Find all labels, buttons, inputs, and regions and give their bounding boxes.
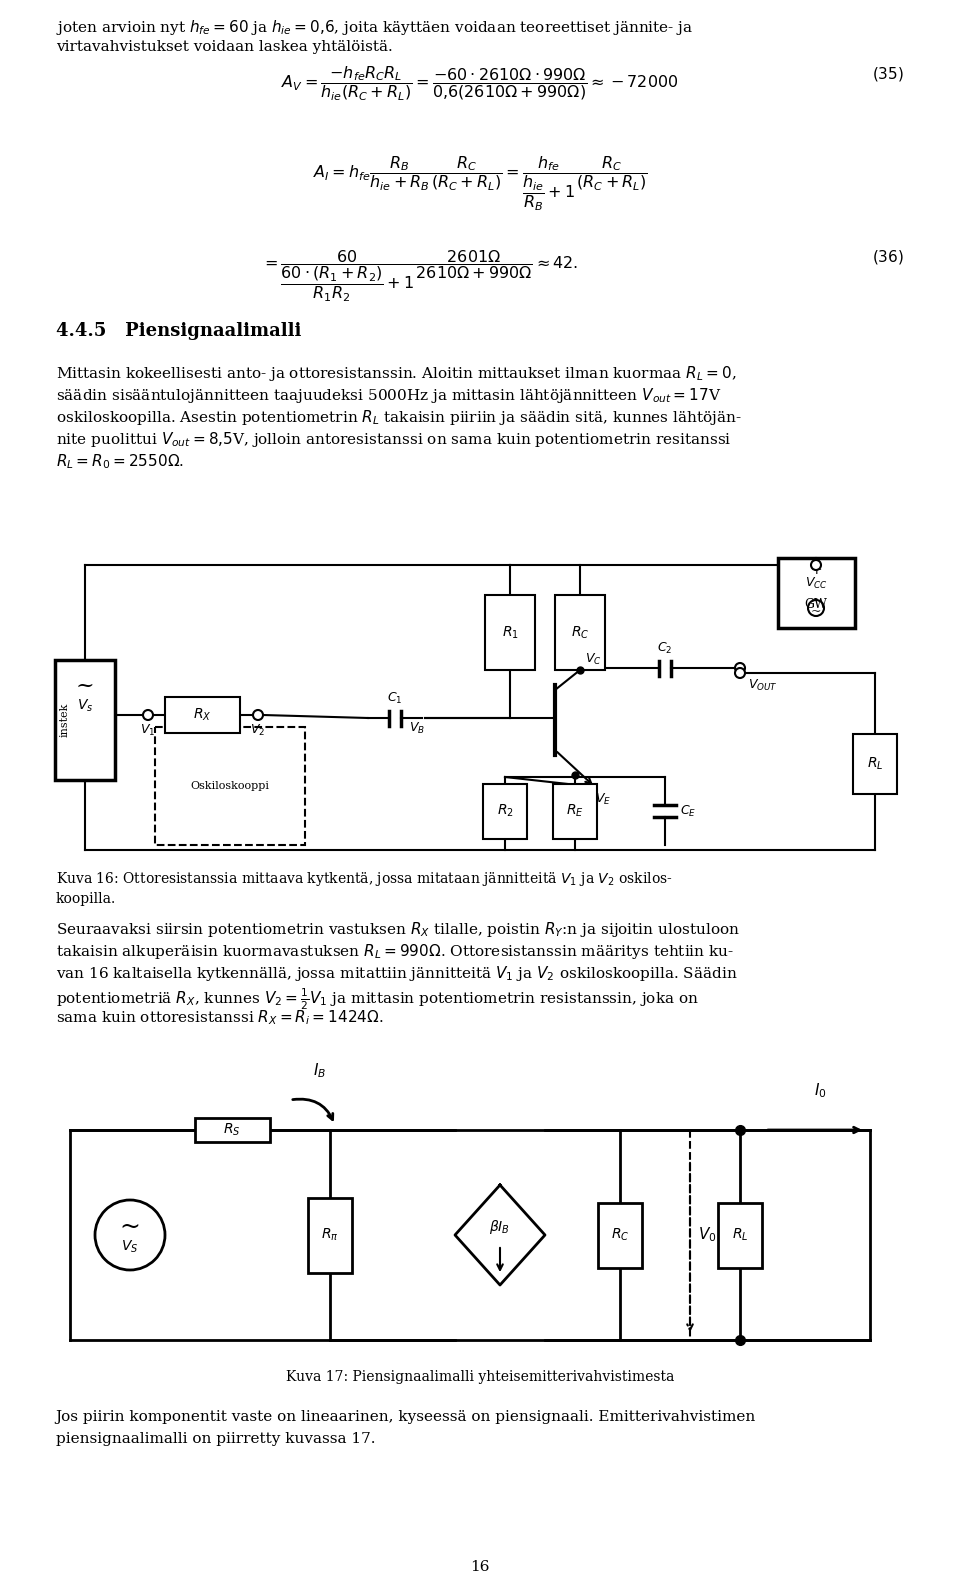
Text: $V_C$: $V_C$ — [585, 651, 602, 667]
Circle shape — [143, 710, 153, 720]
Text: $I_0$: $I_0$ — [814, 1081, 827, 1100]
Text: Oskiloskooppi: Oskiloskooppi — [190, 782, 270, 791]
Text: Mittasin kokeellisesti anto- ja ottoresistanssin. Aloitin mittaukset ilman kuorm: Mittasin kokeellisesti anto- ja ottoresi… — [56, 364, 736, 383]
Text: $I_B$: $I_B$ — [313, 1061, 326, 1081]
Text: $R_X$: $R_X$ — [193, 707, 211, 723]
Polygon shape — [455, 1185, 545, 1286]
Text: nite puolittui $V_{out} = 8{,}5$V, jolloin antoresistanssi on sama kuin potentio: nite puolittui $V_{out} = 8{,}5$V, jollo… — [56, 431, 732, 450]
Text: $V_{CC}$: $V_{CC}$ — [804, 575, 828, 591]
Text: potentiometriä $R_X$, kunnes $V_2 = \frac{1}{2}V_1$ ja mittasin potentiometrin r: potentiometriä $R_X$, kunnes $V_2 = \fra… — [56, 987, 699, 1012]
Text: $R_\pi$: $R_\pi$ — [322, 1227, 339, 1243]
FancyBboxPatch shape — [718, 1203, 762, 1268]
Circle shape — [812, 561, 820, 569]
FancyBboxPatch shape — [195, 1119, 270, 1142]
Circle shape — [735, 667, 745, 679]
FancyBboxPatch shape — [308, 1198, 352, 1273]
FancyBboxPatch shape — [165, 698, 240, 733]
Text: $A_I = h_{fe} \dfrac{R_B}{h_{ie} + R_B} \dfrac{R_C}{(R_C + R_L)} = \dfrac{h_{fe}: $A_I = h_{fe} \dfrac{R_B}{h_{ie} + R_B} … — [313, 156, 647, 213]
FancyBboxPatch shape — [55, 659, 115, 780]
Text: $R_E$: $R_E$ — [566, 802, 584, 820]
Text: $R_1$: $R_1$ — [501, 624, 518, 640]
Text: virtavahvistukset voidaan laskea yhtälöistä.: virtavahvistukset voidaan laskea yhtälöi… — [56, 40, 393, 54]
FancyBboxPatch shape — [598, 1203, 642, 1268]
Text: joten arvioin nyt $h_{fe} = 60$ ja $h_{ie} = 0{,}6$, joita käyttäen voidaan teor: joten arvioin nyt $h_{fe} = 60$ ja $h_{i… — [56, 17, 693, 37]
Text: $R_2$: $R_2$ — [496, 802, 514, 820]
Text: $C_2$: $C_2$ — [658, 640, 673, 656]
Text: instek: instek — [60, 702, 70, 737]
Text: $V_2$: $V_2$ — [251, 723, 266, 739]
Circle shape — [253, 710, 263, 720]
Text: koopilla.: koopilla. — [56, 891, 116, 906]
Text: van 16 kaltaisella kytkennällä, jossa mitattiin jännitteitä $V_1$ ja $V_2$ oskil: van 16 kaltaisella kytkennällä, jossa mi… — [56, 965, 737, 984]
Text: GW: GW — [804, 597, 828, 612]
Text: säädin sisääntulojännitteen taajuudeksi 5000Hz ja mittasin lähtöjännitteen $V_{o: säädin sisääntulojännitteen taajuudeksi … — [56, 386, 721, 405]
Text: $R_C$: $R_C$ — [611, 1227, 629, 1243]
Text: $R_C$: $R_C$ — [571, 624, 589, 640]
Text: 16: 16 — [470, 1560, 490, 1575]
Text: takaisin alkuperäisin kuormavastuksen $R_L = 990\Omega$. Ottoresistanssin määrit: takaisin alkuperäisin kuormavastuksen $R… — [56, 942, 733, 961]
Text: Jos piirin komponentit vaste on lineaarinen, kyseessä on piensignaali. Emitteriv: Jos piirin komponentit vaste on lineaari… — [56, 1409, 756, 1424]
Text: $R_L = R_0 = 2550\Omega$.: $R_L = R_0 = 2550\Omega$. — [56, 451, 183, 470]
Text: ~: ~ — [120, 1216, 140, 1238]
FancyBboxPatch shape — [555, 594, 605, 671]
Text: $V_{OUT}$: $V_{OUT}$ — [748, 679, 778, 693]
Circle shape — [735, 663, 745, 674]
Text: $C_E$: $C_E$ — [680, 804, 696, 818]
Text: $C_1$: $C_1$ — [387, 691, 403, 706]
Text: $V_E$: $V_E$ — [595, 791, 612, 807]
Text: $V_1$: $V_1$ — [140, 723, 156, 739]
Text: Seuraavaksi siirsin potentiometrin vastuksen $R_X$ tilalle, poistin $R_Y$:n ja s: Seuraavaksi siirsin potentiometrin vastu… — [56, 920, 739, 939]
Text: 4.4.5   Piensignaalimalli: 4.4.5 Piensignaalimalli — [56, 323, 301, 340]
Text: $(35)$: $(35)$ — [873, 65, 904, 83]
FancyBboxPatch shape — [853, 734, 897, 794]
Circle shape — [811, 559, 821, 570]
FancyBboxPatch shape — [483, 783, 527, 839]
Text: +: + — [810, 563, 822, 577]
FancyBboxPatch shape — [778, 558, 855, 628]
Text: piensignaalimalli on piirretty kuvassa 17.: piensignaalimalli on piirretty kuvassa 1… — [56, 1432, 375, 1446]
Text: $V_s$: $V_s$ — [77, 698, 93, 715]
Text: $R_L$: $R_L$ — [732, 1227, 748, 1243]
Text: ~: ~ — [76, 675, 94, 698]
Text: $V_0$: $V_0$ — [698, 1225, 716, 1244]
Text: oskiloskoopilla. Asestin potentiometrin $R_L$ takaisin piiriin ja säädin sitä, k: oskiloskoopilla. Asestin potentiometrin … — [56, 408, 741, 427]
Text: ~: ~ — [811, 605, 821, 618]
Text: $R_L$: $R_L$ — [867, 756, 883, 772]
Text: Kuva 17: Piensignaalimalli yhteisemitterivahvistimesta: Kuva 17: Piensignaalimalli yhteisemitter… — [286, 1370, 674, 1384]
FancyBboxPatch shape — [553, 783, 597, 839]
Text: $A_V = \dfrac{-h_{fe}R_C R_L}{h_{ie}(R_C + R_L)} = \dfrac{-60 \cdot 2610\Omega \: $A_V = \dfrac{-h_{fe}R_C R_L}{h_{ie}(R_C… — [281, 65, 679, 103]
Text: $R_S$: $R_S$ — [224, 1122, 241, 1138]
Text: Kuva 16: Ottoresistanssia mittaava kytkentä, jossa mitataan jännitteitä $V_1$ ja: Kuva 16: Ottoresistanssia mittaava kytke… — [56, 871, 672, 888]
FancyBboxPatch shape — [485, 594, 535, 671]
Text: $= \dfrac{60}{\dfrac{60 \cdot (R_1+R_2)}{R_1 R_2} + 1} \dfrac{2601\Omega}{2610\O: $= \dfrac{60}{\dfrac{60 \cdot (R_1+R_2)}… — [261, 248, 579, 303]
Text: $(36)$: $(36)$ — [873, 248, 904, 265]
Text: $V_S$: $V_S$ — [121, 1239, 138, 1255]
Text: $\beta I_B$: $\beta I_B$ — [490, 1219, 511, 1236]
Text: $V_B$: $V_B$ — [409, 721, 425, 736]
Text: sama kuin ottoresistanssi $R_X = R_i = 1424\Omega$.: sama kuin ottoresistanssi $R_X = R_i = 1… — [56, 1007, 383, 1026]
